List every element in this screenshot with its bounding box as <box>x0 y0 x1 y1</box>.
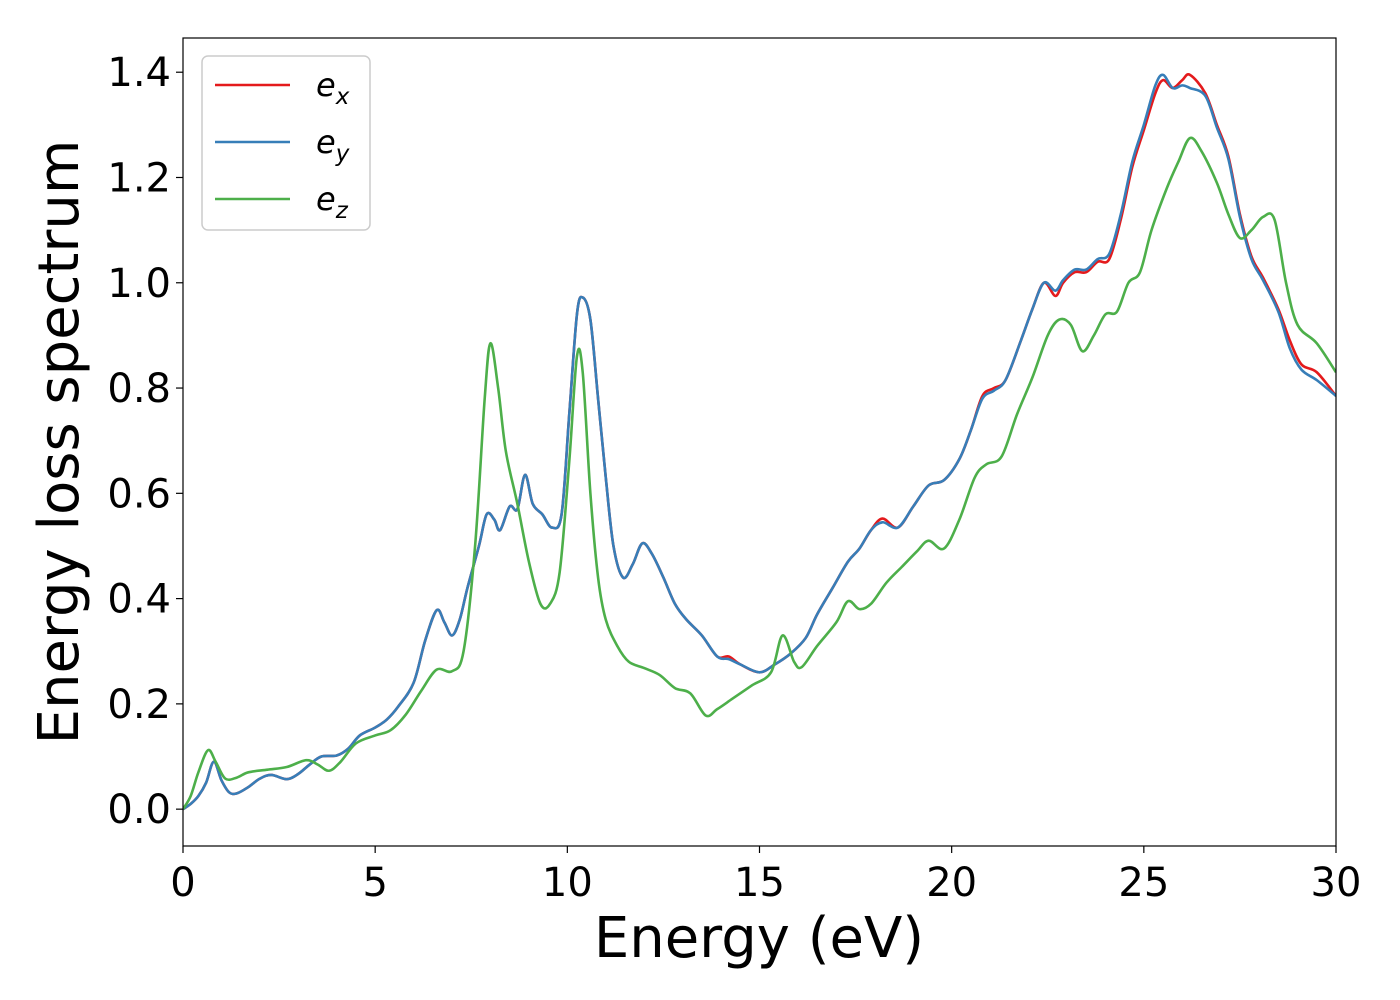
y-tick-label: 0.2 <box>107 682 171 728</box>
x-tick-label: 30 <box>1311 860 1362 906</box>
y-tick-label: 0.4 <box>107 577 171 623</box>
x-tick-label: 10 <box>542 860 593 906</box>
y-tick-label: 0.6 <box>107 471 171 517</box>
x-axis-ticks: 0 5 10 15 20 25 30 <box>170 846 1361 906</box>
legend: ex ey ez <box>201 55 371 231</box>
y-axis-ticks: 0.0 0.2 0.4 0.6 0.8 1.0 1.2 1.4 <box>107 50 183 833</box>
plot-area <box>183 38 1336 846</box>
series-line-z <box>183 136 1336 810</box>
y-tick-label: 1.2 <box>107 155 171 201</box>
series-lines <box>183 73 1336 811</box>
y-tick-label: 1.0 <box>107 261 171 307</box>
legend-label-z: ez <box>316 180 349 224</box>
y-tick-label: 1.4 <box>107 50 171 96</box>
x-tick-label: 20 <box>926 860 977 906</box>
x-tick-label: 25 <box>1118 860 1169 906</box>
x-axis-label: Energy (eV) <box>594 906 924 971</box>
legend-label-y: ey <box>316 123 350 167</box>
series-line-y <box>183 73 1336 811</box>
x-tick-label: 15 <box>734 860 785 906</box>
x-tick-label: 5 <box>362 860 387 906</box>
legend-label-x: ex <box>316 66 350 110</box>
y-tick-label: 0.8 <box>107 366 171 412</box>
y-tick-label: 0.0 <box>107 787 171 833</box>
x-tick-label: 0 <box>170 860 195 906</box>
y-axis-label: Energy loss spectrum <box>27 140 92 745</box>
